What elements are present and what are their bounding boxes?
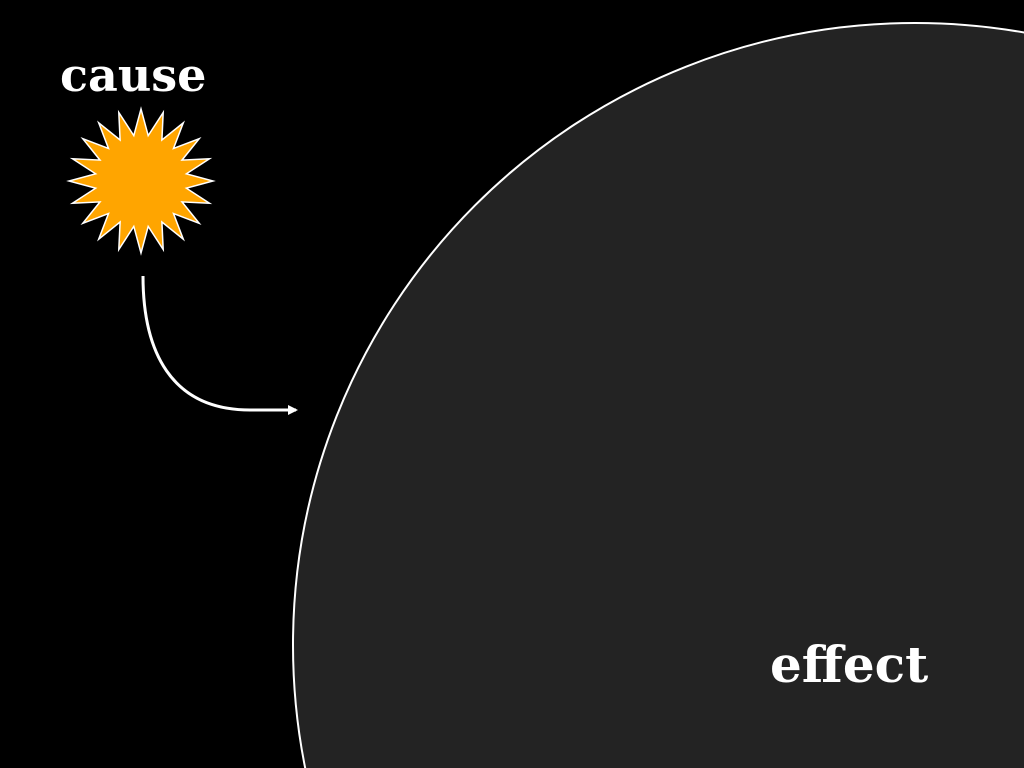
- cause-label: cause: [60, 48, 207, 102]
- effect-circle: [292, 22, 1024, 768]
- starburst-icon: [66, 106, 216, 256]
- effect-label: effect: [770, 635, 929, 694]
- curved-arrow-icon: [141, 275, 298, 415]
